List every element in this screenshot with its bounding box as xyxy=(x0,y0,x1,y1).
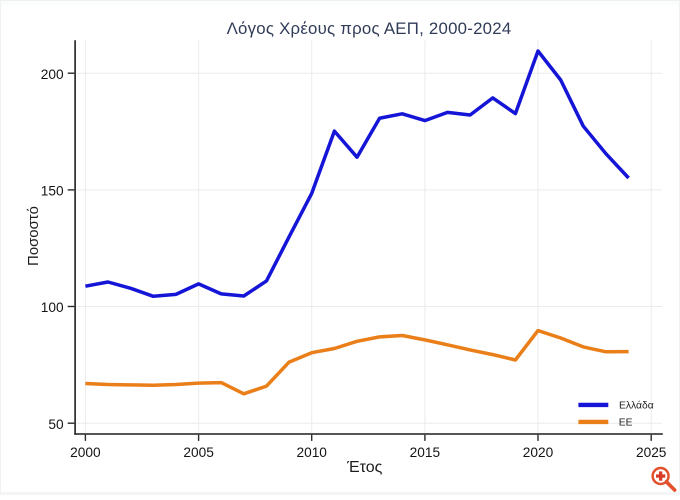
svg-text:Έτος: Έτος xyxy=(346,459,383,476)
svg-text:200: 200 xyxy=(41,67,64,82)
svg-text:Ποσοστό: Ποσοστό xyxy=(26,206,42,266)
svg-text:Λόγος Χρέους προς ΑΕΠ, 2000-20: Λόγος Χρέους προς ΑΕΠ, 2000-2024 xyxy=(227,19,512,38)
svg-text:100: 100 xyxy=(41,300,64,315)
svg-text:2015: 2015 xyxy=(410,445,441,460)
svg-text:50: 50 xyxy=(48,417,64,432)
svg-text:2010: 2010 xyxy=(296,445,327,460)
svg-text:2025: 2025 xyxy=(636,445,667,460)
svg-text:2005: 2005 xyxy=(183,445,214,460)
svg-text:2000: 2000 xyxy=(70,445,101,460)
svg-text:150: 150 xyxy=(41,184,64,199)
svg-text:2020: 2020 xyxy=(523,445,554,460)
svg-text:Ελλάδα: Ελλάδα xyxy=(619,400,654,412)
svg-text:ΕΕ: ΕΕ xyxy=(619,418,633,429)
